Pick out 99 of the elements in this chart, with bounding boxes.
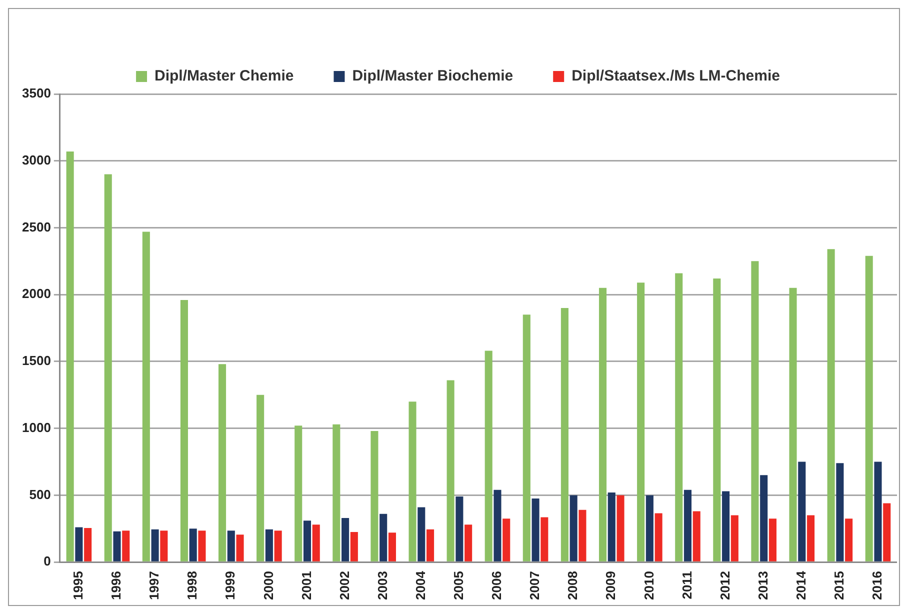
bar — [104, 174, 112, 562]
bar — [646, 495, 654, 562]
y-tick-label: 1000 — [22, 420, 51, 435]
bar — [142, 232, 150, 562]
bar — [874, 462, 882, 562]
x-tick-label: 1999 — [222, 571, 238, 600]
bar — [713, 278, 721, 562]
x-tick-label: 1997 — [146, 571, 162, 600]
x-tick-label: 1998 — [184, 571, 200, 600]
y-tick-label: 1500 — [22, 353, 51, 368]
x-tick-label: 1995 — [70, 571, 86, 600]
bar — [806, 515, 815, 562]
bar — [294, 426, 302, 562]
bar — [836, 463, 844, 562]
bar — [845, 518, 853, 562]
bar — [350, 532, 358, 562]
bar — [151, 529, 159, 562]
bar — [883, 503, 891, 562]
bar — [637, 282, 645, 562]
bar — [532, 498, 540, 562]
x-tick-label: 2016 — [870, 571, 885, 600]
bar — [388, 532, 396, 562]
x-tick-label: 2008 — [565, 571, 580, 600]
bar — [798, 462, 806, 562]
x-tick-label: 2012 — [717, 571, 732, 600]
bar — [598, 288, 607, 562]
y-tick-label: 3000 — [22, 152, 51, 168]
bar — [113, 531, 121, 562]
bar — [494, 490, 502, 562]
bar — [789, 288, 797, 562]
bar — [751, 261, 759, 562]
y-tick-label: 0 — [44, 554, 51, 569]
bar — [256, 394, 264, 562]
bar — [675, 273, 683, 562]
bar — [654, 513, 662, 562]
x-tick-label: 2005 — [451, 571, 466, 600]
bar — [418, 507, 426, 562]
bar — [218, 364, 226, 562]
bar — [446, 380, 454, 562]
x-tick-label: 2013 — [755, 571, 770, 600]
bar — [408, 402, 416, 562]
y-tick-label: 2500 — [22, 219, 51, 234]
bar — [189, 528, 197, 562]
x-tick-label: 2009 — [603, 571, 618, 600]
bar — [342, 518, 350, 562]
bar — [236, 534, 244, 562]
x-tick-label: 1996 — [108, 571, 124, 600]
bar — [227, 530, 235, 562]
bar — [312, 524, 320, 562]
bar — [578, 510, 586, 562]
bar — [768, 518, 776, 562]
bar — [730, 515, 738, 562]
x-tick-label: 2010 — [641, 571, 656, 600]
bar — [122, 530, 130, 562]
bar — [540, 517, 548, 562]
bar — [84, 528, 92, 562]
x-tick-label: 2003 — [374, 571, 390, 600]
y-tick-label: 500 — [29, 486, 51, 502]
x-tick-label: 2014 — [793, 570, 808, 600]
bar — [303, 520, 312, 562]
bar — [692, 511, 700, 562]
bar — [570, 495, 578, 562]
bar — [456, 496, 464, 562]
legend-label: Dipl/Master Biochemie — [352, 68, 514, 85]
bar — [502, 518, 510, 562]
bar — [560, 308, 568, 562]
legend-label: Dipl/Master Chemie — [154, 68, 294, 85]
bar — [380, 514, 388, 562]
bar — [760, 475, 768, 562]
x-tick-label: 2002 — [336, 571, 352, 600]
bar — [426, 529, 434, 562]
x-tick-label: 2004 — [412, 570, 428, 600]
bar — [66, 152, 74, 562]
bar — [75, 527, 83, 562]
x-tick-label: 2000 — [260, 571, 276, 600]
bar — [522, 314, 530, 562]
x-tick-label: 2011 — [679, 571, 694, 600]
bar — [265, 529, 273, 562]
bar — [274, 530, 282, 562]
x-tick-label: 2006 — [489, 571, 504, 600]
bar — [616, 495, 624, 562]
x-tick-label: 2007 — [527, 571, 542, 600]
bar — [865, 256, 873, 562]
y-tick-label: 3500 — [22, 86, 51, 101]
bar — [160, 530, 168, 562]
bar — [827, 249, 835, 562]
bar — [608, 492, 616, 562]
bar — [484, 350, 492, 562]
bar — [722, 491, 730, 562]
bar — [370, 431, 378, 562]
x-tick-label: 2015 — [832, 571, 847, 600]
x-tick-label: 2001 — [298, 571, 314, 600]
bar — [464, 524, 472, 562]
legend-label: Dipl/Staatsex./Ms LM-Chemie — [572, 68, 780, 85]
y-tick-label: 2000 — [22, 286, 51, 302]
bar — [332, 424, 340, 562]
bar — [684, 490, 692, 562]
bar — [180, 300, 188, 562]
bar — [198, 530, 206, 562]
